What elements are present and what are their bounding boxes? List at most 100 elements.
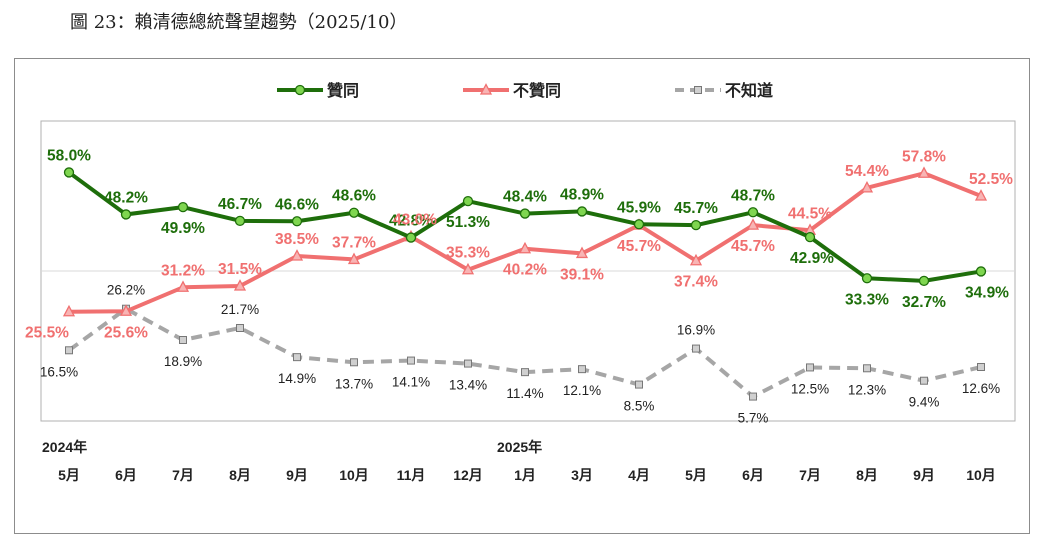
chart-frame: 贊同 不贊同 不知道 58.0% 48.2% 49.9% 46.7% 46.6% 48.6% 42… <box>14 58 1030 534</box>
data-label-0-3: 46.7% <box>218 196 262 213</box>
data-point-2-7 <box>464 359 472 368</box>
data-point-0-0 <box>63 167 75 178</box>
data-label-2-2: 18.9% <box>164 354 202 369</box>
data-label-2-1: 26.2% <box>107 283 145 298</box>
data-point-1-7 <box>461 262 475 275</box>
data-point-2-0 <box>65 346 73 355</box>
x-tick-label-1: 6月 <box>115 467 137 483</box>
data-label-0-9: 48.9% <box>560 186 604 203</box>
data-label-2-3: 21.7% <box>221 302 259 317</box>
x-tick-label-5: 10月 <box>339 467 369 483</box>
data-label-0-5: 48.6% <box>332 188 376 205</box>
data-point-0-3 <box>234 215 246 227</box>
data-label-2-11: 16.9% <box>677 323 715 338</box>
data-label-1-1: 25.6% <box>104 324 148 341</box>
data-point-2-13 <box>806 363 814 372</box>
legend-marker-1 <box>479 83 493 95</box>
data-label-0-4: 46.6% <box>275 196 319 213</box>
data-label-0-7: 51.3% <box>446 214 490 231</box>
data-label-1-12: 45.7% <box>731 238 775 255</box>
x-tick-label-3: 8月 <box>229 467 251 483</box>
data-point-0-11 <box>690 219 702 231</box>
data-label-1-7: 35.3% <box>446 245 490 262</box>
legend-label-1: 不贊同 <box>513 81 561 100</box>
data-label-0-1: 48.2% <box>104 189 148 206</box>
data-label-2-4: 14.9% <box>278 371 316 386</box>
data-label-0-12: 48.7% <box>731 187 775 204</box>
x-tick-label-2: 7月 <box>172 467 194 483</box>
data-label-1-14: 54.4% <box>845 163 889 180</box>
data-label-1-15: 57.8% <box>902 148 946 165</box>
data-point-0-2 <box>177 201 189 213</box>
data-label-1-16: 52.5% <box>969 171 1013 188</box>
data-label-2-12: 5.7% <box>738 411 769 426</box>
data-point-1-14 <box>860 180 874 193</box>
x-tick-label-0: 5月 <box>58 467 80 483</box>
data-label-0-0: 58.0% <box>47 147 91 164</box>
data-label-0-16: 34.9% <box>965 284 1009 301</box>
x-tick-label-15: 9月 <box>913 467 935 483</box>
data-point-1-1 <box>119 304 133 316</box>
data-point-0-10 <box>633 219 645 230</box>
data-point-1-9 <box>575 246 589 259</box>
data-point-2-8 <box>521 368 529 377</box>
data-point-2-4 <box>293 353 301 362</box>
line-chart: 贊同 不贊同 不知道 58.0% 48.2% 49.9% 46.7% 46.6% 48.6% 42… <box>25 81 1016 483</box>
data-point-1-4 <box>290 249 304 261</box>
data-label-2-14: 12.3% <box>848 382 886 397</box>
data-point-0-5 <box>348 207 360 218</box>
data-point-1-8 <box>518 241 532 254</box>
data-label-0-6: 42.8% <box>389 213 433 230</box>
legend-marker-0 <box>294 84 306 96</box>
x-tick-label-6: 11月 <box>397 467 426 483</box>
data-point-0-9 <box>576 206 588 217</box>
x-tick-label-10: 4月 <box>628 467 650 483</box>
data-label-1-5: 37.7% <box>332 234 376 251</box>
data-label-1-0: 25.5% <box>25 325 69 342</box>
data-label-1-10: 45.7% <box>617 238 661 255</box>
year-label-1: 2025年 <box>497 439 542 455</box>
x-tick-label-11: 5月 <box>685 467 707 483</box>
series-line-2 <box>67 306 982 399</box>
data-point-1-2 <box>176 280 190 292</box>
data-label-2-9: 12.1% <box>563 383 601 398</box>
data-point-2-2 <box>179 336 187 344</box>
data-label-0-11: 45.7% <box>674 200 718 217</box>
data-point-0-8 <box>519 208 531 219</box>
data-label-0-15: 32.7% <box>902 294 946 311</box>
data-label-1-8: 40.2% <box>503 262 547 279</box>
x-tick-label-4: 9月 <box>286 467 308 483</box>
data-point-2-5 <box>350 358 358 367</box>
legend-marker-2 <box>694 86 702 94</box>
data-label-2-7: 13.4% <box>449 378 487 393</box>
data-point-0-4 <box>291 216 303 227</box>
x-tick-label-7: 12月 <box>453 467 483 483</box>
data-label-0-2: 49.9% <box>161 220 205 237</box>
data-label-1-4: 38.5% <box>275 231 319 248</box>
data-point-2-9 <box>578 365 586 374</box>
data-label-1-6: 43.0% <box>393 212 437 229</box>
data-label-0-13: 42.9% <box>790 250 834 267</box>
data-label-1-11: 37.4% <box>674 274 718 291</box>
x-tick-label-9: 3月 <box>571 467 593 483</box>
data-label-2-6: 14.1% <box>392 375 430 390</box>
legend-label-0: 贊同 <box>327 81 359 100</box>
data-label-2-8: 11.4% <box>506 386 543 401</box>
data-point-1-15 <box>917 166 931 178</box>
data-point-2-6 <box>407 356 415 365</box>
x-tick-label-8: 1月 <box>514 467 536 483</box>
data-label-1-13: 44.5% <box>788 205 832 222</box>
data-label-2-5: 13.7% <box>335 376 373 391</box>
data-label-2-10: 8.5% <box>624 399 655 414</box>
data-point-0-16 <box>975 266 987 277</box>
figure-title: 圖 23：賴清德總統聲望趨勢（2025/10） <box>70 12 408 33</box>
legend-label-2: 不知道 <box>725 81 773 100</box>
year-label-0: 2024年 <box>42 439 87 455</box>
x-tick-label-14: 8月 <box>856 467 878 483</box>
x-tick-label-12: 6月 <box>742 467 764 483</box>
data-point-1-16 <box>974 189 988 201</box>
data-label-1-9: 39.1% <box>560 266 604 283</box>
data-point-2-10 <box>635 380 643 389</box>
data-point-2-12 <box>749 392 757 401</box>
data-label-2-13: 12.5% <box>791 381 829 396</box>
